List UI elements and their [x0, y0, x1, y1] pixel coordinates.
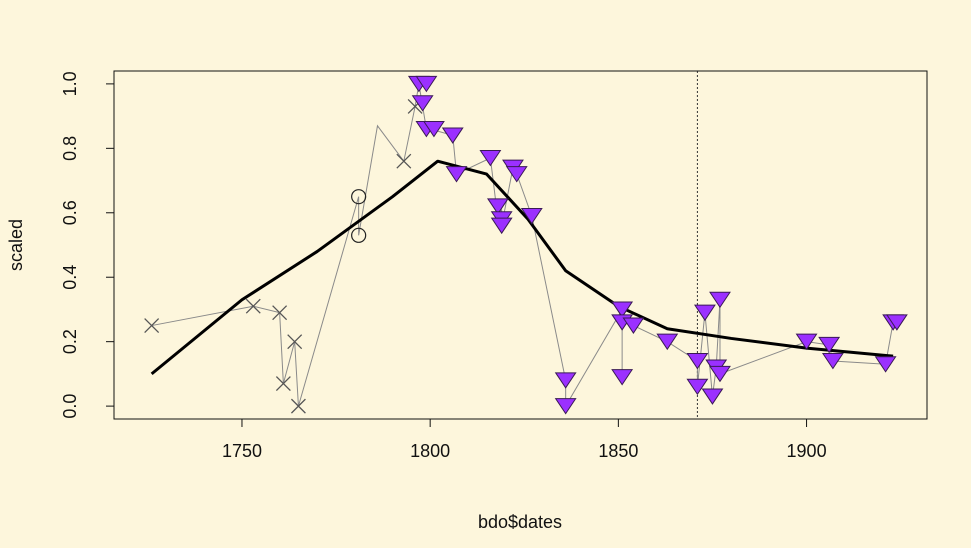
triangle-marker-point: [520, 208, 543, 225]
x-marker-stroke: [272, 305, 288, 321]
thin-line-group: [151, 83, 894, 408]
y-tick-label: 0.6: [60, 200, 80, 225]
x-tick-label: 1800: [410, 441, 450, 461]
triangle-marker-point: [818, 336, 841, 354]
triangle-marker-point: [479, 150, 502, 167]
y-axis: 0.0 0.2 0.4 0.6 0.8 1.0: [60, 71, 114, 419]
triangle-marker-point: [554, 398, 577, 415]
x-marker-stroke: [396, 153, 412, 169]
triangle-marker-point: [611, 301, 634, 318]
triangle-marker-point: [622, 317, 645, 334]
y-tick-label: 1.0: [60, 71, 80, 96]
triangle-marker-point: [795, 333, 818, 351]
triangle-marker-point: [693, 304, 716, 322]
x-marker-stroke: [144, 318, 160, 334]
y-axis-label: scaled: [6, 219, 26, 271]
y-tick-label: 0.8: [60, 136, 80, 161]
x-marker-point: [287, 334, 303, 350]
x-axis-label: bdo$dates: [478, 512, 562, 532]
triangle-marker-point: [686, 353, 709, 370]
triangle-marker-point: [486, 198, 509, 215]
triangle-marker-point: [445, 166, 468, 183]
triangle-marker-point: [422, 121, 445, 138]
points-group: [144, 75, 908, 415]
circle-marker-point: [351, 227, 367, 243]
triangle-marker-point: [415, 75, 438, 93]
smooth-trend-line: [150, 159, 894, 376]
x-tick-label: 1850: [598, 441, 638, 461]
x-axis: 1750 1800 1850 1900: [222, 419, 827, 461]
triangle-marker-point: [686, 378, 709, 396]
triangle-marker-point: [885, 314, 908, 331]
smooth-line-group: [150, 159, 894, 376]
triangle-marker-point: [709, 365, 731, 383]
triangle-marker-point: [611, 369, 634, 386]
triangle-marker-point: [505, 166, 528, 183]
x-marker-stroke: [245, 298, 261, 314]
triangle-marker-point: [554, 372, 577, 389]
y-tick-label: 0.2: [60, 329, 80, 354]
x-marker-point: [396, 153, 412, 169]
triangle-marker-point: [656, 333, 679, 351]
x-marker-stroke: [290, 398, 306, 414]
thin-series-line: [151, 83, 894, 408]
x-tick-label: 1900: [787, 441, 827, 461]
x-marker-stroke: [275, 376, 291, 392]
x-marker-stroke: [287, 334, 303, 350]
x-marker-point: [275, 376, 291, 392]
triangle-marker-point: [701, 388, 724, 405]
circle-marker-point: [351, 189, 367, 205]
triangle-marker-point: [874, 356, 897, 373]
y-tick-label: 0.4: [60, 265, 80, 290]
x-marker-point: [272, 305, 288, 321]
y-tick-label: 0.0: [60, 394, 80, 419]
plot-frame: [113, 70, 928, 420]
triangle-marker-point: [411, 95, 434, 112]
triangle-marker-point: [709, 291, 731, 309]
x-tick-label: 1750: [222, 441, 262, 461]
triangle-marker-point: [441, 127, 464, 144]
x-marker-point: [290, 398, 306, 414]
x-marker-point: [245, 298, 261, 314]
x-marker-point: [144, 318, 160, 334]
triangle-marker-point: [490, 217, 513, 235]
triangle-marker-point: [821, 353, 844, 370]
